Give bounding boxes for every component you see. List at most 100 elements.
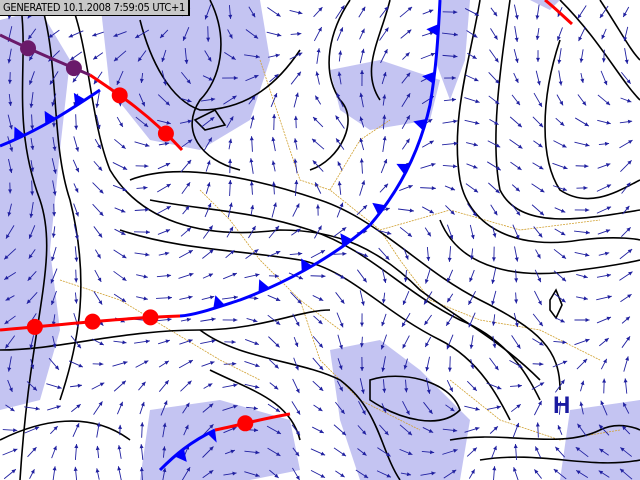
wind-arrow <box>333 251 347 256</box>
wind-arrow <box>8 182 13 194</box>
wind-arrow <box>313 404 323 412</box>
wind-arrow <box>48 357 60 371</box>
wind-arrow <box>513 312 519 328</box>
wind-arrow <box>268 336 280 348</box>
wind-arrow <box>227 29 233 39</box>
wind-arrow <box>333 424 347 436</box>
wind-arrow <box>356 269 368 283</box>
wind-arrow <box>443 469 457 479</box>
wind-arrow <box>404 379 409 393</box>
wind-arrow <box>619 119 633 124</box>
wind-arrow <box>248 95 256 105</box>
wind-arrow <box>312 160 324 172</box>
wind-arrow <box>160 400 168 416</box>
wind-arrow <box>112 162 128 170</box>
wind-arrow <box>290 71 302 85</box>
wind-arrow <box>579 401 584 415</box>
wind-arrow <box>402 335 410 349</box>
wind-arrow <box>380 48 388 64</box>
cold-front-triangle <box>258 279 270 293</box>
wind-arrow <box>271 160 276 172</box>
wind-arrow <box>202 273 214 279</box>
wind-arrow <box>294 179 299 197</box>
wind-arrow <box>444 185 456 191</box>
wind-arrow <box>446 380 454 392</box>
wind-arrow <box>420 52 436 60</box>
wind-arrow <box>621 336 631 348</box>
wind-arrow <box>310 448 326 456</box>
wind-arrow <box>509 116 523 128</box>
wind-arrow <box>398 208 414 213</box>
wind-arrow <box>574 338 590 346</box>
wind-arrow <box>93 71 103 85</box>
wind-arrow <box>95 92 100 108</box>
wind-arrow <box>27 446 37 458</box>
wind-arrow <box>555 317 565 323</box>
wind-arrow <box>95 468 100 480</box>
wind-arrow <box>72 73 80 83</box>
wind-arrow <box>355 250 369 258</box>
wind-arrow <box>575 470 589 478</box>
wind-arrow <box>268 225 280 239</box>
wind-arrow <box>469 224 475 240</box>
wind-arrow <box>8 93 13 107</box>
wind-arrow <box>7 203 12 217</box>
wind-arrow <box>268 274 280 279</box>
wind-arrow <box>139 444 144 460</box>
wind-arrow <box>74 114 79 130</box>
wind-arrow <box>182 27 190 41</box>
wind-arrow <box>490 28 498 40</box>
wind-arrow <box>138 381 146 391</box>
wind-arrow <box>597 163 611 169</box>
wind-arrow <box>47 405 61 411</box>
wind-arrow <box>552 185 568 191</box>
wind-arrow <box>223 426 237 434</box>
cold-front-northwest <box>0 88 101 148</box>
high-pressure-label: H <box>553 392 571 419</box>
wind-arrow <box>623 378 628 394</box>
wind-arrow <box>599 448 609 456</box>
wind-arrow <box>557 425 563 435</box>
wind-arrow <box>337 334 343 350</box>
wind-arrow <box>468 469 476 479</box>
wind-arrow <box>267 403 281 413</box>
wind-arrow <box>73 224 79 240</box>
wind-arrow <box>444 75 456 80</box>
wind-arrow <box>312 335 324 349</box>
wind-arrow <box>204 202 212 218</box>
wind-arrow <box>357 448 367 456</box>
wind-arrow <box>533 400 543 416</box>
wind-arrow <box>95 445 100 459</box>
wind-arrow <box>574 317 590 322</box>
wind-arrow <box>271 202 277 218</box>
wind-arrow <box>312 380 324 392</box>
wind-arrow <box>509 359 523 369</box>
wind-arrow <box>338 50 343 62</box>
wind-arrow <box>74 292 79 304</box>
wind-arrow <box>335 401 345 415</box>
warm-front-south <box>214 412 291 432</box>
wind-arrow <box>29 202 34 218</box>
wind-arrow <box>310 470 326 478</box>
wind-arrow <box>292 467 300 480</box>
wind-arrow <box>51 93 57 107</box>
wind-arrow <box>619 248 633 260</box>
wind-arrow <box>7 356 12 372</box>
wind-arrow <box>447 356 452 372</box>
wind-arrow <box>620 71 632 85</box>
occluded-front-semicircle <box>65 60 82 77</box>
wind-arrow <box>135 360 149 368</box>
wind-arrow <box>180 97 192 103</box>
wind-arrow <box>531 382 545 390</box>
wind-arrow <box>359 92 364 108</box>
wind-arrow <box>359 28 365 40</box>
wind-arrow <box>3 248 17 260</box>
wind-arrow <box>73 466 78 480</box>
wind-arrow <box>420 186 436 191</box>
wind-arrow <box>556 94 564 106</box>
wind-arrow <box>48 29 60 39</box>
wind-arrow <box>552 162 568 170</box>
wind-arrow <box>490 204 498 216</box>
wind-arrow <box>291 228 301 236</box>
wind-arrow <box>156 205 172 215</box>
